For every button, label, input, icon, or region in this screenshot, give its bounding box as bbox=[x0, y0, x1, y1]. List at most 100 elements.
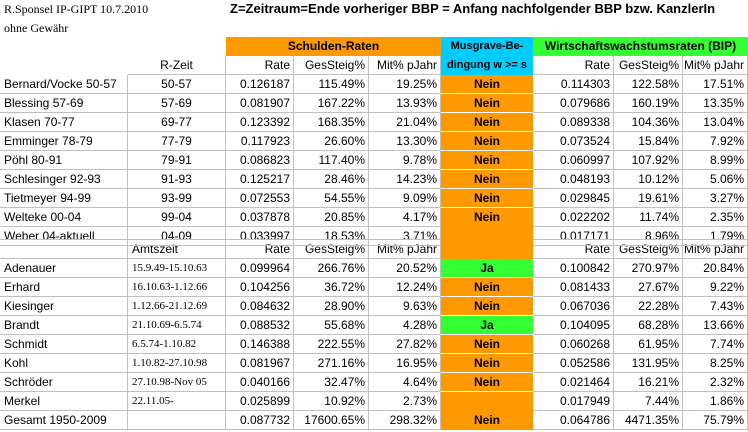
row-debt-rate: 0.081907 bbox=[226, 94, 294, 113]
row-name: Bernard/Vocke 50-57 bbox=[0, 75, 128, 94]
row-name: Kohl bbox=[0, 354, 128, 373]
row-growth-rate: 0.052586 bbox=[533, 354, 614, 373]
debt-rates-header: Schulden-Raten bbox=[226, 37, 441, 56]
row-period: 22.11.05- bbox=[128, 392, 226, 411]
row-debt-gessteig: 54.55% bbox=[294, 189, 369, 208]
row-debt-rate: 0.037878 bbox=[226, 208, 294, 227]
row-name: Emminger 78-79 bbox=[0, 132, 128, 151]
empty-cell bbox=[294, 221, 369, 240]
total-debt-rate: 0.087732 bbox=[226, 411, 294, 430]
empty-cell bbox=[614, 221, 683, 240]
row-name: Adenauer bbox=[0, 259, 128, 278]
row-name: Erhard bbox=[0, 278, 128, 297]
row-debt-mit: 4.64% bbox=[369, 373, 441, 392]
row-debt-gessteig: 167.22% bbox=[294, 94, 369, 113]
row-debt-mit: 9.63% bbox=[369, 297, 441, 316]
row-debt-rate: 0.081967 bbox=[226, 354, 294, 373]
row-growth-gessteig: 22.28% bbox=[614, 297, 683, 316]
row-period: 15.9.49-15.10.63 bbox=[128, 259, 226, 278]
musgrave-header-line2: dingung w >= s bbox=[441, 56, 533, 75]
row-debt-gessteig: 115.49% bbox=[294, 75, 369, 94]
row-name: Blessing 57-69 bbox=[0, 94, 128, 113]
row-growth-gessteig: 11.74% bbox=[614, 208, 683, 227]
row-growth-rate: 0.029845 bbox=[533, 189, 614, 208]
row-debt-mit: 16.95% bbox=[369, 354, 441, 373]
row-growth-gessteig: 131.95% bbox=[614, 354, 683, 373]
row-growth-mit: 17.51% bbox=[683, 75, 748, 94]
row-growth-rate: 0.100842 bbox=[533, 259, 614, 278]
col-rate2-header: Rate bbox=[533, 56, 614, 75]
row-name: Schmidt bbox=[0, 335, 128, 354]
row-period: 6.5.74-1.10.82 bbox=[128, 335, 226, 354]
condition-spacer bbox=[441, 240, 533, 259]
row-growth-rate: 0.022202 bbox=[533, 208, 614, 227]
row-growth-mit: 20.84% bbox=[683, 259, 748, 278]
row-period: 69-77 bbox=[128, 113, 226, 132]
row-growth-mit: 13.04% bbox=[683, 113, 748, 132]
author-note: R.Sponsel IP-GIPT 10.7.2010 bbox=[4, 2, 149, 16]
total-growth-rate: 0.064786 bbox=[533, 411, 614, 430]
row-growth-mit: 2.32% bbox=[683, 373, 748, 392]
row-growth-gessteig: 19.61% bbox=[614, 189, 683, 208]
row-debt-rate: 0.084632 bbox=[226, 297, 294, 316]
col-mit-header: Mit% pJahr bbox=[369, 56, 441, 75]
row-debt-rate: 0.086823 bbox=[226, 151, 294, 170]
row-debt-rate: 0.088532 bbox=[226, 316, 294, 335]
row-growth-mit: 7.92% bbox=[683, 132, 748, 151]
row-growth-mit: 1.86% bbox=[683, 392, 748, 411]
row-period: 1.10.82-27.10.98 bbox=[128, 354, 226, 373]
row-name: Schröder bbox=[0, 373, 128, 392]
banner-text: Z=Zeitraum=Ende vorheriger BBP = Anfang … bbox=[230, 1, 716, 16]
row-period: 79-91 bbox=[128, 151, 226, 170]
empty-cell bbox=[0, 240, 128, 259]
growth-rates-header: Wirtschaftswachstumsraten (BIP) bbox=[533, 37, 748, 56]
row-growth-rate: 0.079686 bbox=[533, 94, 614, 113]
row-growth-mit: 7.43% bbox=[683, 297, 748, 316]
row-debt-rate: 0.146388 bbox=[226, 335, 294, 354]
row-debt-mit: 9.09% bbox=[369, 189, 441, 208]
total-musgrave-condition: Nein bbox=[441, 411, 533, 430]
row-name: Brandt bbox=[0, 316, 128, 335]
row-growth-gessteig: 68.28% bbox=[614, 316, 683, 335]
row-period: 77-79 bbox=[128, 132, 226, 151]
row-name: Merkel bbox=[0, 392, 128, 411]
row-debt-rate: 0.104256 bbox=[226, 278, 294, 297]
row-debt-mit: 9.78% bbox=[369, 151, 441, 170]
row-debt-rate: 0.123392 bbox=[226, 113, 294, 132]
col-rate-header: Rate bbox=[226, 56, 294, 75]
total-debt-gessteig: 17600.65% bbox=[294, 411, 369, 430]
row-musgrave-condition: Nein bbox=[441, 94, 533, 113]
row-musgrave-condition: Ja bbox=[441, 259, 533, 278]
row-debt-gessteig: 36.72% bbox=[294, 278, 369, 297]
row-period: 99-04 bbox=[128, 208, 226, 227]
row-growth-mit: 7.74% bbox=[683, 335, 748, 354]
row-debt-rate: 0.099964 bbox=[226, 259, 294, 278]
total-growth-mit: 75.79% bbox=[683, 411, 748, 430]
row-debt-rate: 0.025899 bbox=[226, 392, 294, 411]
row-debt-mit: 4.28% bbox=[369, 316, 441, 335]
row-growth-rate: 0.067036 bbox=[533, 297, 614, 316]
row-growth-gessteig: 10.12% bbox=[614, 170, 683, 189]
row-growth-gessteig: 16.21% bbox=[614, 373, 683, 392]
row-growth-mit: 5.06% bbox=[683, 170, 748, 189]
row-musgrave-condition: Nein bbox=[441, 132, 533, 151]
row-period: 16.10.63-1.12.66 bbox=[128, 278, 226, 297]
row-musgrave-condition: Nein bbox=[441, 170, 533, 189]
row-debt-mit: 27.82% bbox=[369, 335, 441, 354]
row-debt-rate: 0.040166 bbox=[226, 373, 294, 392]
row-debt-mit: 12.24% bbox=[369, 278, 441, 297]
row-debt-rate: 0.072553 bbox=[226, 189, 294, 208]
row-debt-gessteig: 28.90% bbox=[294, 297, 369, 316]
row-name: Klasen 70-77 bbox=[0, 113, 128, 132]
row-debt-mit: 19.25% bbox=[369, 75, 441, 94]
row-period: 93-99 bbox=[128, 189, 226, 208]
empty-cell bbox=[128, 411, 226, 430]
row-debt-rate: 0.125217 bbox=[226, 170, 294, 189]
row-period: 91-93 bbox=[128, 170, 226, 189]
row-period: 1.12.66-21.12.69 bbox=[128, 297, 226, 316]
row-growth-mit: 8.99% bbox=[683, 151, 748, 170]
row-growth-gessteig: 104.36% bbox=[614, 113, 683, 132]
total-debt-mit: 298.32% bbox=[369, 411, 441, 430]
row-musgrave-condition: Nein bbox=[441, 113, 533, 132]
row-period: 57-69 bbox=[128, 94, 226, 113]
